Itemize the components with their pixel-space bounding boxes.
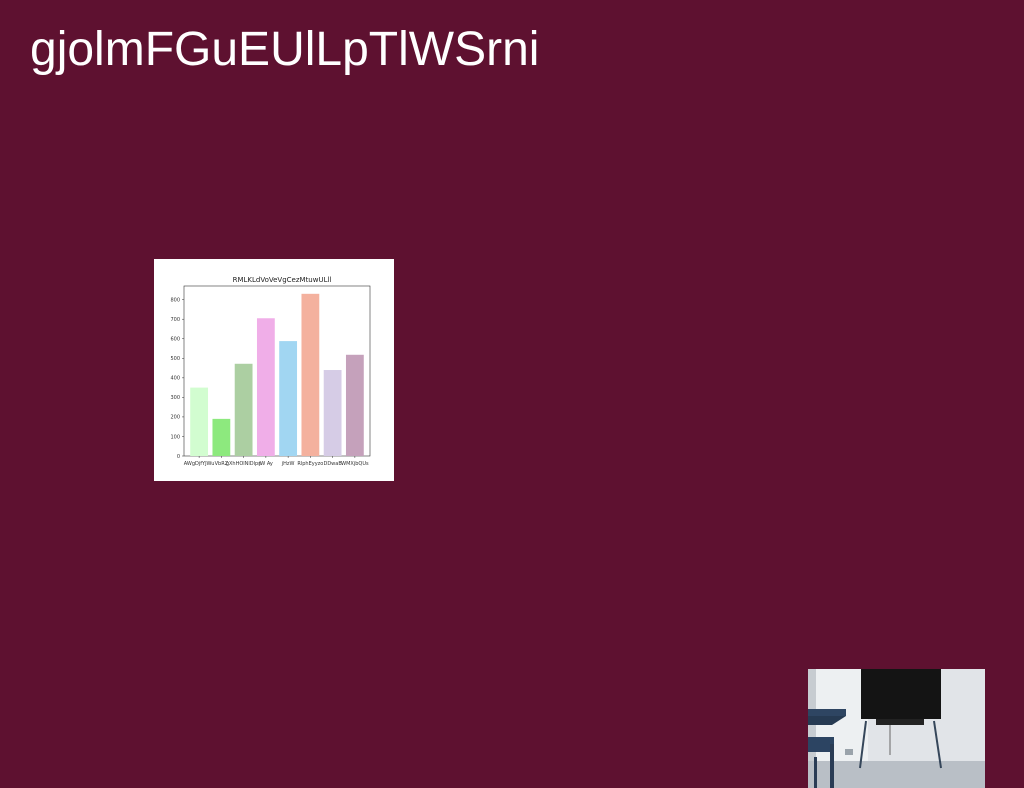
room-photo <box>808 669 985 788</box>
room-photo-image <box>808 669 985 788</box>
y-tick-label: 400 <box>170 376 180 382</box>
x-tick-label: jW Ay <box>258 461 273 467</box>
chart-bar <box>234 363 253 456</box>
y-tick-label: 300 <box>170 395 180 401</box>
y-tick-label: 600 <box>170 337 180 343</box>
page-title: gjolmFGuEUlLpTlWSrni <box>30 23 540 76</box>
chart-bar <box>190 387 209 456</box>
y-tick-label: 0 <box>177 454 180 460</box>
x-tick-label: RlphEyyzo <box>297 461 323 467</box>
y-tick-label: 200 <box>170 415 180 421</box>
chart-bar <box>279 341 298 456</box>
bar-chart: RMLKLdVoVeVgCezMtuwULll AWgDjfYJWu VbRZ gX… <box>154 259 394 481</box>
x-tick-label: jHzW <box>281 461 295 467</box>
chart-title: RMLKLdVoVeVgCezMtuwULll <box>233 276 332 284</box>
x-tick-label: AWgDjfYJWu <box>184 461 215 467</box>
y-tick-label: 500 <box>170 356 180 362</box>
x-tick-label: gXhHOlNlDlpn <box>226 461 262 467</box>
y-tick-label: 800 <box>170 297 180 303</box>
x-tick-label: VbRZ <box>215 461 229 467</box>
chart-bar <box>323 370 342 456</box>
chart-bar <box>345 354 364 456</box>
chart-bar <box>212 418 231 456</box>
y-tick-label: 100 <box>170 434 180 440</box>
plot-frame <box>183 285 371 457</box>
chart-bar <box>301 293 320 456</box>
x-tick-label: WMXjbQUs <box>341 461 369 467</box>
chart-bar <box>256 318 275 456</box>
bar-chart-svg: RMLKLdVoVeVgCezMtuwULll AWgDjfYJWu VbRZgX… <box>170 276 371 467</box>
x-tick-label: DDwaB <box>323 461 342 467</box>
y-tick-label: 700 <box>170 317 180 323</box>
